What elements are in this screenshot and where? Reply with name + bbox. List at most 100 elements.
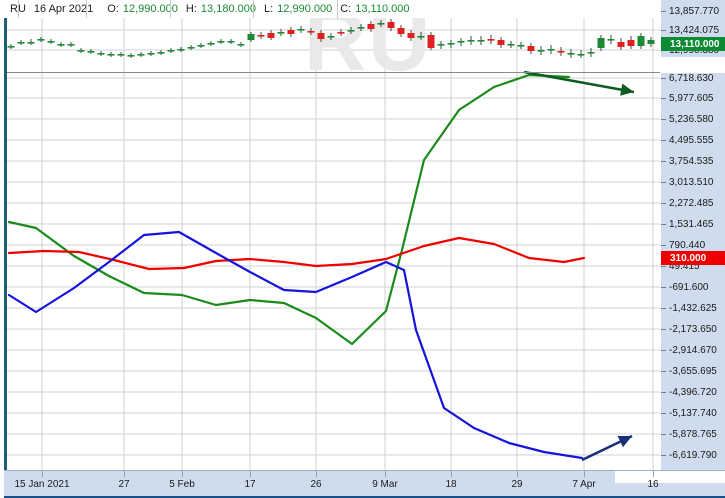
tick-dash: [661, 11, 666, 12]
candle-body: [597, 38, 605, 48]
candle-body: [347, 30, 355, 32]
ohlc-open-value: 12,990.000: [122, 3, 178, 15]
date-tick-label: 17: [244, 479, 256, 490]
tick-dash: [661, 161, 666, 162]
tick-dash: [661, 308, 666, 309]
price-tick: 5,236.580: [661, 113, 725, 126]
price-tick-label: -2,173.650: [669, 324, 717, 335]
candle-body: [27, 42, 35, 44]
candle-body: [47, 41, 55, 43]
candle-body: [117, 54, 125, 56]
tick-dash: [661, 78, 666, 79]
price-tick: 13,424.075: [661, 24, 725, 37]
candle-body: [407, 33, 415, 38]
header-separator: [18, 0, 19, 18]
tick-dash: [661, 98, 666, 99]
candle-body: [397, 28, 405, 34]
tick-dash: [661, 287, 666, 288]
price-tick: 5,977.605: [661, 92, 725, 105]
candle-body: [497, 40, 505, 45]
candle-body: [477, 40, 485, 42]
ohlc-open-key: O:: [107, 3, 119, 15]
tick-dash: [661, 140, 666, 141]
panel-divider: [7, 72, 660, 73]
candle-body: [187, 47, 195, 49]
price-tick-label: 790.440: [669, 240, 706, 251]
date-axis[interactable]: 15 Jan 2021 27 5 Feb 17 26 9 Mar 18 29 7 Apr 16: [4, 470, 725, 498]
date-tick-label: 18: [445, 479, 457, 490]
tick-dash: [661, 182, 666, 183]
price-tick: -5,878.765: [661, 428, 725, 441]
candle-body: [327, 36, 335, 38]
tick-dash: [661, 329, 666, 330]
candle-body: [487, 39, 495, 41]
tick-dash: [661, 266, 666, 267]
price-tick-label: -6,619.790: [669, 450, 717, 461]
price-tick: 49.415: [661, 260, 725, 273]
candle-body: [417, 36, 425, 38]
ohlc-low: L: 12,990.000: [260, 0, 336, 18]
price-tick-label: 2,272.485: [669, 198, 714, 209]
price-tick-label: -5,137.740: [669, 408, 717, 419]
candle-body: [107, 54, 115, 56]
price-tick-label: 13,424.075: [669, 25, 720, 36]
price-tick: 1,531.465: [661, 218, 725, 231]
price-axis[interactable]: 13,857.77013,424.07512,990.3806,718.6305…: [660, 0, 725, 470]
tick-dash: [661, 392, 666, 393]
price-tick: 6,718.630: [661, 72, 725, 85]
ohlc-high: H: 13,180.000: [182, 0, 260, 18]
price-tick: 2,272.485: [661, 197, 725, 210]
candle-body: [227, 41, 235, 43]
candle-body: [357, 27, 365, 29]
symbol-label: RU: [0, 3, 34, 15]
candle-body: [7, 46, 15, 48]
price-tick-label: 13,857.770: [669, 6, 720, 17]
candle-body: [137, 54, 145, 56]
candle-body: [207, 43, 215, 45]
ohlc-low-key: L:: [263, 3, 274, 15]
candle-body: [587, 52, 595, 54]
price-tick-label: 5,977.605: [669, 93, 714, 104]
date-tickmark: [653, 471, 654, 477]
candle-body: [437, 44, 445, 46]
candle-body: [57, 44, 65, 46]
candle-body: [147, 53, 155, 55]
candlestick-series: [7, 19, 655, 58]
series-line-red-indicator: [7, 236, 586, 271]
price-tick: -2,173.650: [661, 323, 725, 336]
candle-body: [577, 54, 585, 56]
candle-body: [467, 40, 475, 42]
date-tick-label: 26: [310, 479, 322, 490]
candle-body: [447, 43, 455, 45]
ohlc-low-value: 12,990.000: [277, 3, 333, 15]
plot-area[interactable]: RU: [4, 0, 660, 470]
candle-body: [387, 22, 395, 28]
price-tick: -691.600: [661, 281, 725, 294]
price-axis-gap: [661, 57, 725, 73]
candle-body: [217, 41, 225, 43]
header-separator: [170, 0, 171, 18]
price-tick: 790.440: [661, 239, 725, 252]
candle-body: [547, 49, 555, 51]
date-tickmark: [182, 471, 183, 477]
candle-body: [157, 52, 165, 54]
tick-dash: [661, 371, 666, 372]
candle-body: [257, 35, 265, 37]
candle-body: [237, 44, 245, 46]
candle-body: [17, 42, 25, 44]
candle-body: [67, 44, 75, 46]
ohlc-header: RU 16 Apr 2021 O: 12,990.000 H: 13,180.0…: [0, 0, 660, 18]
candle-body: [97, 53, 105, 55]
price-tick: -6,619.790: [661, 449, 725, 462]
candle-body: [297, 29, 305, 31]
date-tickmark: [584, 471, 585, 477]
date-tickmark: [316, 471, 317, 477]
candle-body: [287, 30, 295, 34]
date-tick-label: 29: [511, 479, 523, 490]
price-tick: 3,754.535: [661, 155, 725, 168]
candle-body: [367, 24, 375, 29]
blue-up-arrow-head: [617, 436, 632, 448]
date-tick-label: 27: [118, 479, 130, 490]
candle-body: [557, 51, 565, 53]
